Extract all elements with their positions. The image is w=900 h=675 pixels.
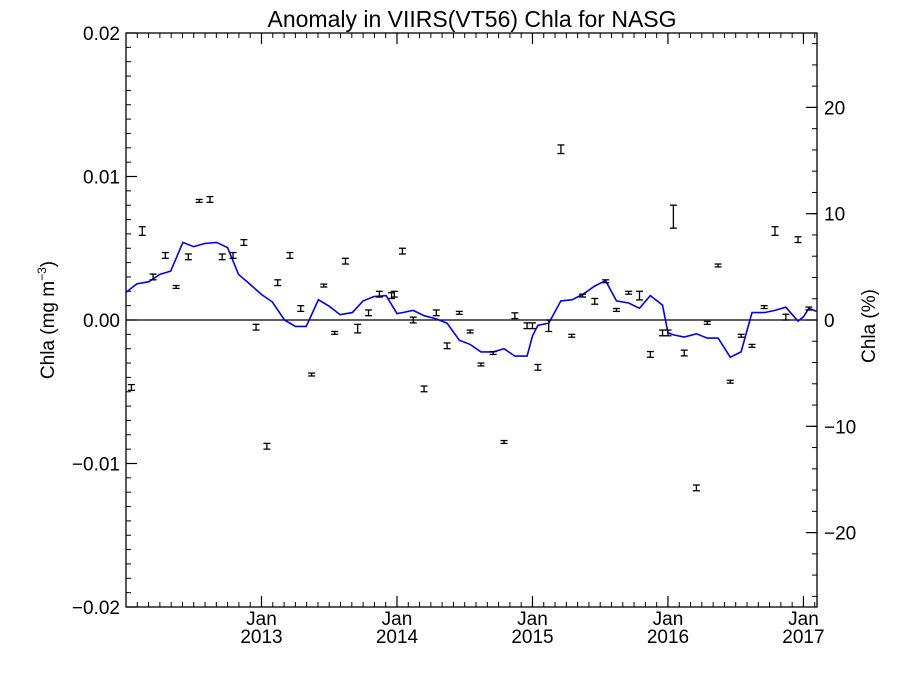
left-tick-label: −0.01 [72,455,120,476]
x-tick-year: 2014 [376,627,419,648]
percent-anomaly-line [125,241,818,359]
x-tick-month: Jan [246,609,277,630]
right-tick-label: 10 [824,205,845,226]
chart-title: Anomaly in VIIRS(VT56) Chla for NASG [267,6,676,32]
x-tick-month: Jan [382,609,413,630]
x-tick-month: Jan [653,609,684,630]
x-tick-year: 2015 [511,627,553,648]
left-tick-label: −0.02 [72,598,120,619]
left-tick-label: 0.00 [83,311,120,332]
left-axis-label: Chla (mg m−3) [35,261,59,379]
x-tick-month: Jan [788,609,819,630]
left-axis-label-text: Chla (mg m [38,281,59,379]
right-tick-label: 20 [824,98,845,119]
right-tick-label: 0 [824,311,835,332]
left-tick-label: 0.02 [83,24,120,45]
right-axis-label: Chla (%) [859,289,880,363]
x-tick-month: Jan [517,609,548,630]
right-tick-label: −20 [824,524,856,545]
left-tick-label: 0.01 [83,168,120,189]
right-tick-label: −10 [824,417,856,438]
svg-text:Chla (mg m−3): Chla (mg m−3) [35,261,59,379]
plot-area: 0.020.010.00−0.01−0.0220100−10−20Jan2013… [72,24,856,648]
left-axis-label-superscript: −3 [35,267,49,281]
left-axis-label-close: ) [38,261,59,267]
x-tick-year: 2017 [782,627,824,648]
x-tick-year: 2013 [240,627,282,648]
x-tick-year: 2016 [647,627,689,648]
